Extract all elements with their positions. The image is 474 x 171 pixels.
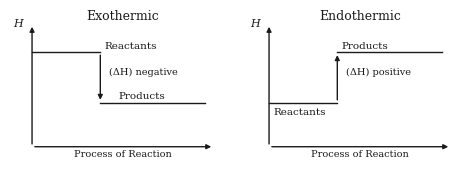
Text: Products: Products — [342, 42, 389, 51]
Text: Products: Products — [118, 92, 165, 101]
Text: Process of Reaction: Process of Reaction — [311, 150, 409, 159]
Text: (ΔH) positive: (ΔH) positive — [346, 68, 411, 77]
Text: H: H — [14, 19, 23, 29]
Text: Exothermic: Exothermic — [87, 10, 159, 23]
Text: Process of Reaction: Process of Reaction — [74, 150, 172, 159]
Text: (ΔH) negative: (ΔH) negative — [109, 68, 178, 77]
Text: Reactants: Reactants — [273, 108, 326, 117]
Text: Endothermic: Endothermic — [319, 10, 401, 23]
Text: Reactants: Reactants — [105, 42, 157, 51]
Text: H: H — [251, 19, 260, 29]
